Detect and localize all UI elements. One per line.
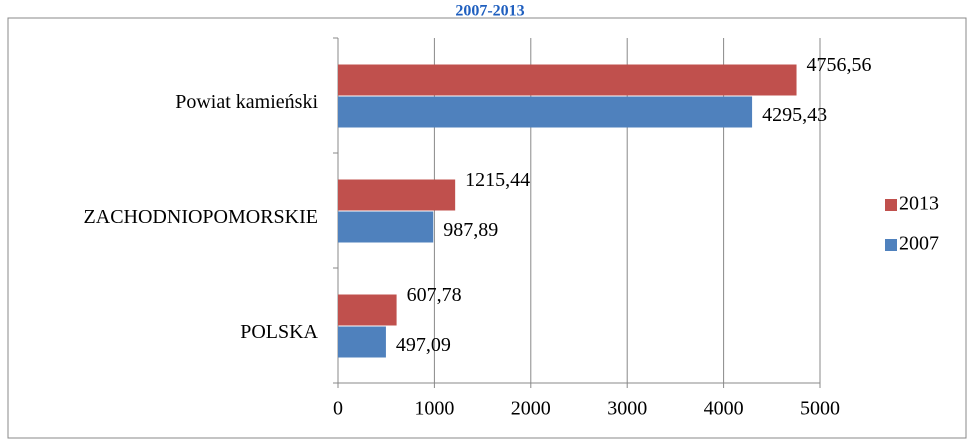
legend-label: 2013 — [899, 193, 939, 215]
bar — [338, 96, 753, 128]
data-label: 4756,56 — [807, 54, 872, 76]
data-label: 1215,44 — [465, 169, 530, 191]
y-tick-label: ZACHODNIOPOMORSKIE — [84, 206, 318, 228]
x-tick-label: 4000 — [704, 398, 744, 420]
y-tick-label: Powiat kamieński — [175, 91, 318, 113]
x-tick-label: 3000 — [607, 398, 647, 420]
bar — [338, 326, 386, 358]
legend-label: 2007 — [899, 233, 939, 255]
data-label: 987,89 — [443, 219, 498, 241]
bar — [338, 211, 434, 243]
x-tick-label: 5000 — [800, 398, 840, 420]
y-tick-label: POLSKA — [240, 321, 318, 343]
x-tick-label: 0 — [333, 398, 343, 420]
legend-swatch — [885, 199, 897, 211]
x-tick-label: 1000 — [414, 398, 454, 420]
legend-swatch — [885, 239, 897, 251]
bar — [338, 64, 797, 96]
data-label: 4295,43 — [762, 104, 827, 126]
data-label: 497,09 — [396, 334, 451, 356]
x-tick-label: 2000 — [511, 398, 551, 420]
bar — [338, 179, 456, 211]
chart-title: 2007-2013 — [455, 3, 524, 20]
data-label: 607,78 — [407, 284, 462, 306]
bar — [338, 294, 397, 326]
